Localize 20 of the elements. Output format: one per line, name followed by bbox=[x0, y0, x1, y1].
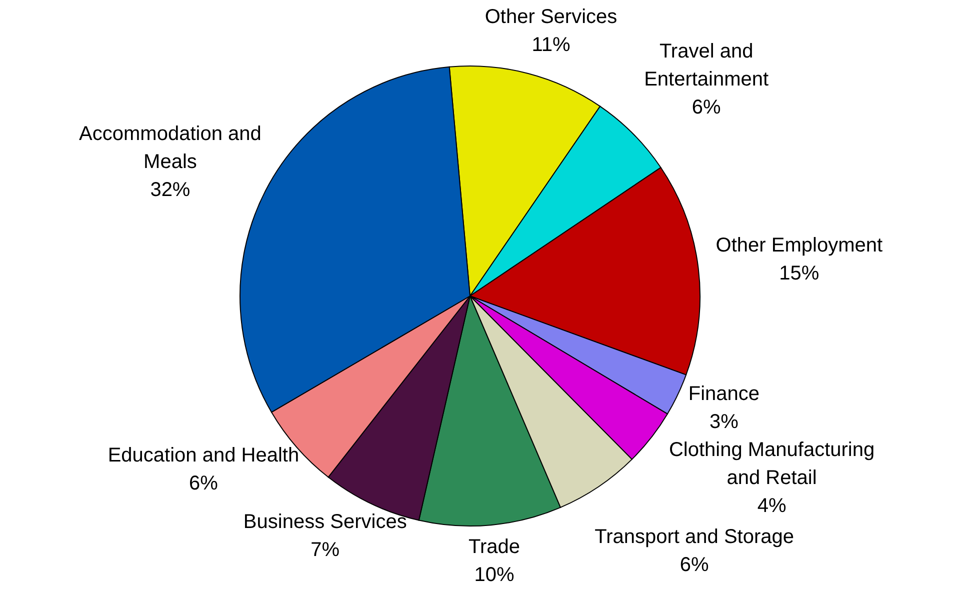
slice-label: Finance bbox=[688, 382, 760, 405]
data-label: 4% bbox=[757, 495, 786, 518]
data-label: 7% bbox=[310, 538, 340, 561]
slice-label: Travel and Entertainment bbox=[644, 40, 770, 90]
slice-label: Accommodation and Meals bbox=[79, 122, 262, 173]
data-label: 6% bbox=[680, 554, 709, 576]
slice-label: Other Services bbox=[484, 6, 618, 28]
data-label: 3% bbox=[709, 410, 739, 433]
slice-label: Clothing Manufacturing and Retail bbox=[668, 439, 875, 490]
data-label: 15% bbox=[779, 262, 820, 284]
data-label: 6% bbox=[692, 96, 721, 118]
data-label: 10% bbox=[474, 564, 514, 586]
slice-label: Trade bbox=[468, 536, 520, 558]
data-label: 11% bbox=[532, 34, 570, 56]
slice-label: Business Services bbox=[243, 510, 407, 533]
slice-label: Education and Health bbox=[108, 444, 300, 467]
data-label: 6% bbox=[189, 472, 218, 495]
data-label: 32% bbox=[150, 178, 190, 201]
slice-label: Transport and Storage bbox=[594, 526, 794, 548]
slice-label: Other Employment bbox=[716, 234, 883, 256]
